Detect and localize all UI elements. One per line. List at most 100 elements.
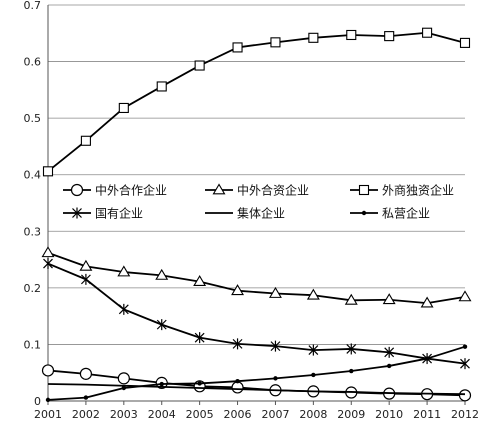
data-point [159, 381, 164, 387]
series-2 [42, 27, 471, 177]
legend-label: 外商独资企业 [382, 183, 454, 198]
data-point [422, 27, 433, 38]
x-tick-label: 2008 [299, 408, 327, 421]
data-point [193, 275, 207, 287]
x-tick-label: 2002 [72, 408, 100, 421]
series-line [47, 31, 466, 173]
x-tick-label: 2010 [375, 408, 403, 421]
y-tick-label: 0.2 [24, 282, 42, 295]
data-point [346, 343, 357, 355]
data-point [424, 356, 430, 361]
series-line [47, 262, 466, 365]
data-point [194, 332, 205, 344]
data-point [384, 346, 395, 358]
gridlines [48, 4, 465, 345]
x-tick-label: 2009 [337, 408, 365, 421]
series-5 [45, 344, 468, 403]
data-point [311, 372, 316, 378]
x-tick-label: 2006 [224, 408, 252, 421]
series-0 [41, 364, 472, 402]
data-point [420, 296, 434, 308]
series-line [47, 383, 466, 396]
data-point [384, 31, 395, 42]
data-point [121, 385, 127, 391]
data-point [270, 340, 281, 352]
x-tick-label: 2001 [34, 408, 62, 421]
legend-marker [70, 183, 84, 197]
series-3 [43, 258, 470, 370]
data-point [155, 268, 169, 280]
x-tick-label: 2004 [148, 408, 176, 421]
data-point [273, 376, 278, 381]
legend-marker [212, 183, 226, 195]
series-line [47, 251, 466, 305]
legend-marker [358, 184, 370, 196]
legend-marker [72, 207, 82, 219]
x-tick-label: 2007 [261, 408, 289, 421]
data-point [117, 372, 130, 385]
data-point [43, 258, 53, 270]
x-tick-label: 2012 [451, 408, 479, 421]
data-point [382, 293, 396, 305]
data-point [235, 379, 240, 384]
data-point [349, 368, 354, 374]
y-tick-label: 0.6 [24, 56, 42, 69]
y-tick-label: 0.3 [24, 225, 42, 238]
x-tick-label: 2003 [110, 408, 138, 421]
data-point [197, 381, 202, 386]
data-point [194, 60, 205, 71]
legend-label: 私营企业 [382, 206, 430, 221]
legend-label: 集体企业 [237, 206, 285, 221]
data-point [156, 81, 167, 92]
data-point [79, 259, 93, 271]
data-point [460, 358, 470, 370]
data-point [268, 286, 282, 298]
data-point [118, 303, 129, 315]
y-tick-label: 0.1 [24, 338, 42, 351]
y-tick-label: 0.4 [24, 169, 42, 182]
data-point [117, 265, 131, 277]
data-point [231, 284, 245, 296]
data-point [118, 102, 129, 114]
data-point [308, 344, 319, 356]
data-point [42, 166, 54, 177]
legend-marker [361, 210, 367, 216]
legend-label: 中外合作企业 [95, 183, 167, 198]
series-line [47, 345, 466, 401]
data-point [270, 37, 281, 48]
y-tick-label: 0.7 [24, 0, 42, 12]
data-point [45, 397, 51, 403]
data-point [232, 338, 243, 350]
legend-label: 中外合资企业 [237, 183, 309, 198]
legend-item: 私营企业 [350, 206, 430, 221]
series-1 [41, 246, 472, 308]
legend-item: 中外合资企业 [205, 183, 309, 198]
data-point [231, 381, 244, 394]
data-point [458, 389, 472, 402]
data-point [386, 363, 392, 369]
x-tick-label: 2005 [186, 408, 214, 421]
data-point [346, 29, 357, 41]
axes: 0 0.1 0.2 0.3 0.4 0.5 0.6 0.7 2001 2002 2003 2004 20… [24, 0, 480, 421]
data-point [308, 32, 319, 43]
data-point [83, 395, 89, 400]
data-point [80, 273, 91, 285]
x-tick-label: 2011 [413, 408, 441, 421]
legend-item: 外商独资企业 [350, 183, 454, 198]
data-point [306, 288, 320, 300]
data-point [344, 293, 358, 305]
y-tick-label: 0.5 [24, 112, 42, 125]
series-group [41, 27, 472, 403]
legend-label: 国有企业 [95, 206, 143, 221]
data-point [458, 290, 472, 302]
data-point [156, 319, 167, 331]
series-4 [47, 383, 466, 396]
y-tick-label: 0 [34, 395, 41, 408]
legend-item: 国有企业 [63, 206, 143, 221]
data-point [80, 135, 91, 146]
data-point [462, 344, 468, 349]
data-point [79, 367, 93, 380]
